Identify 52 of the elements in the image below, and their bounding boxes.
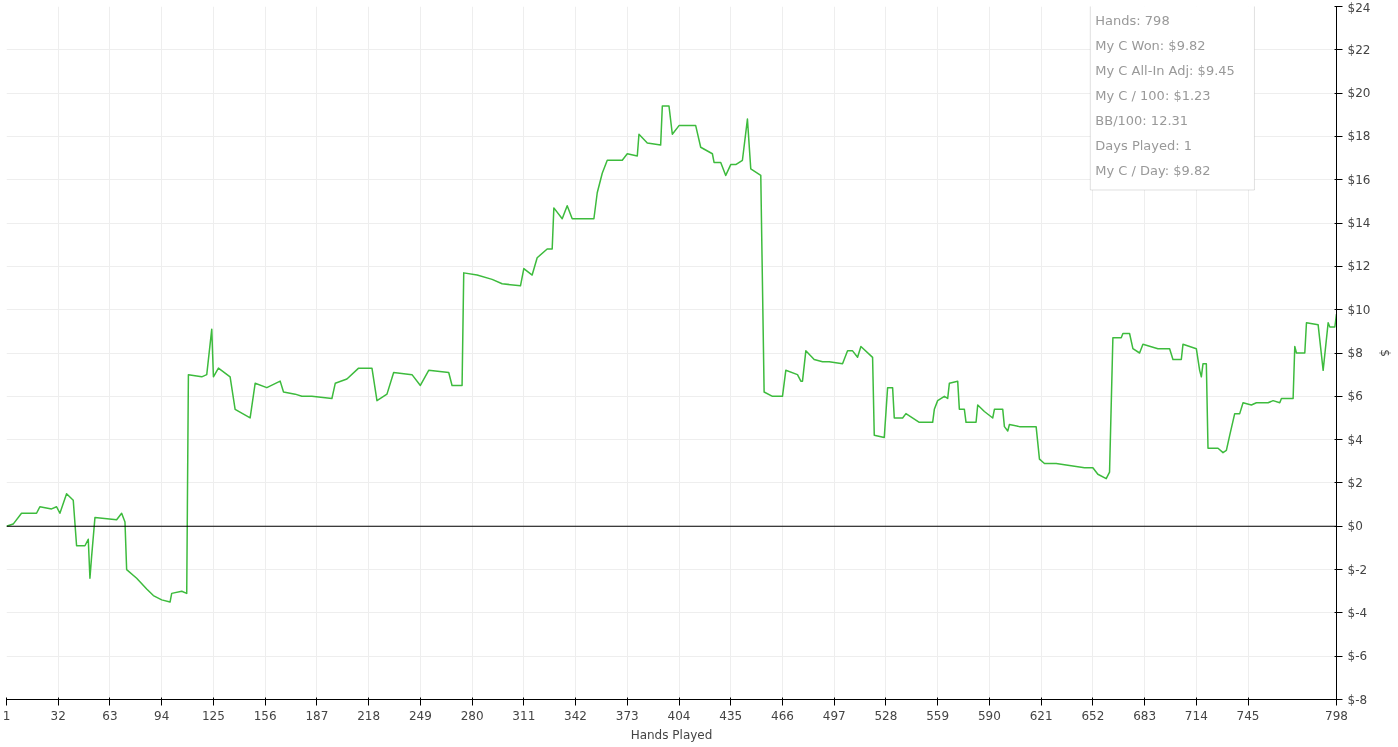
y-tick-label: $20 bbox=[1347, 86, 1371, 101]
annotation: My C / 100: $1.23 bbox=[1095, 88, 1211, 104]
annotation: My C All-In Adj: $9.45 bbox=[1095, 63, 1235, 79]
x-tick-label: 1 bbox=[2, 708, 11, 723]
x-tick-label: 497 bbox=[822, 708, 846, 723]
x-tick-label: 218 bbox=[357, 708, 381, 723]
x-tick-label: 342 bbox=[564, 708, 587, 723]
x-tick-label: 373 bbox=[615, 708, 639, 723]
annotation: BB/100: 12.31 bbox=[1095, 113, 1189, 129]
y-tick-label: $14 bbox=[1347, 216, 1371, 231]
annotation: My C / Day: $9.82 bbox=[1095, 163, 1211, 179]
x-tick-label: 63 bbox=[102, 708, 118, 723]
x-tick-label: 32 bbox=[50, 708, 66, 723]
annotation: Hands: 798 bbox=[1095, 13, 1170, 29]
x-tick-label: 714 bbox=[1184, 708, 1208, 723]
annotation: My C Won: $9.82 bbox=[1095, 38, 1206, 54]
y-tick-label: $0 bbox=[1347, 519, 1363, 534]
y-tick-label: $12 bbox=[1347, 259, 1371, 274]
x-tick-label: 249 bbox=[408, 708, 432, 723]
y-tick-label: $4 bbox=[1347, 432, 1363, 447]
annotation: Days Played: 1 bbox=[1095, 138, 1193, 154]
y-tick-label: $16 bbox=[1347, 172, 1371, 187]
x-tick-label: 280 bbox=[460, 708, 484, 723]
y-tick-label: $6 bbox=[1347, 389, 1363, 404]
x-tick-label: 404 bbox=[667, 708, 691, 723]
y-tick-label: $22 bbox=[1347, 42, 1371, 57]
x-tick-label: 652 bbox=[1081, 708, 1105, 723]
x-tick-label: 621 bbox=[1029, 708, 1053, 723]
x-tick-label: 528 bbox=[874, 708, 898, 723]
x-tick-label: 590 bbox=[977, 708, 1001, 723]
y-tick-label: $-2 bbox=[1347, 562, 1368, 577]
x-tick-label: 745 bbox=[1236, 708, 1260, 723]
x-tick-label: 435 bbox=[719, 708, 743, 723]
y-axis-title: $ bbox=[1378, 349, 1393, 357]
x-tick-label: 683 bbox=[1133, 708, 1157, 723]
y-tick-label: $-6 bbox=[1347, 649, 1368, 664]
x-tick-label: 311 bbox=[512, 708, 536, 723]
x-tick-label: 559 bbox=[926, 708, 950, 723]
y-tick-label: $8 bbox=[1347, 346, 1363, 360]
x-axis-title: Hands Played bbox=[630, 727, 713, 742]
x-tick-label: 798 bbox=[1325, 708, 1348, 723]
y-tick-label: $18 bbox=[1347, 129, 1371, 144]
y-tick-label: $24 bbox=[1347, 0, 1371, 15]
x-tick-label: 94 bbox=[154, 708, 170, 723]
x-tick-label: 187 bbox=[305, 708, 329, 723]
x-tick-label: 466 bbox=[771, 708, 794, 723]
y-tick-label: $-4 bbox=[1347, 605, 1368, 620]
x-tick-label: 125 bbox=[201, 708, 225, 723]
y-tick-label: $-8 bbox=[1347, 692, 1368, 707]
y-tick-label: $2 bbox=[1347, 475, 1363, 490]
x-tick-label: 156 bbox=[253, 708, 277, 723]
y-tick-label: $10 bbox=[1347, 302, 1371, 317]
